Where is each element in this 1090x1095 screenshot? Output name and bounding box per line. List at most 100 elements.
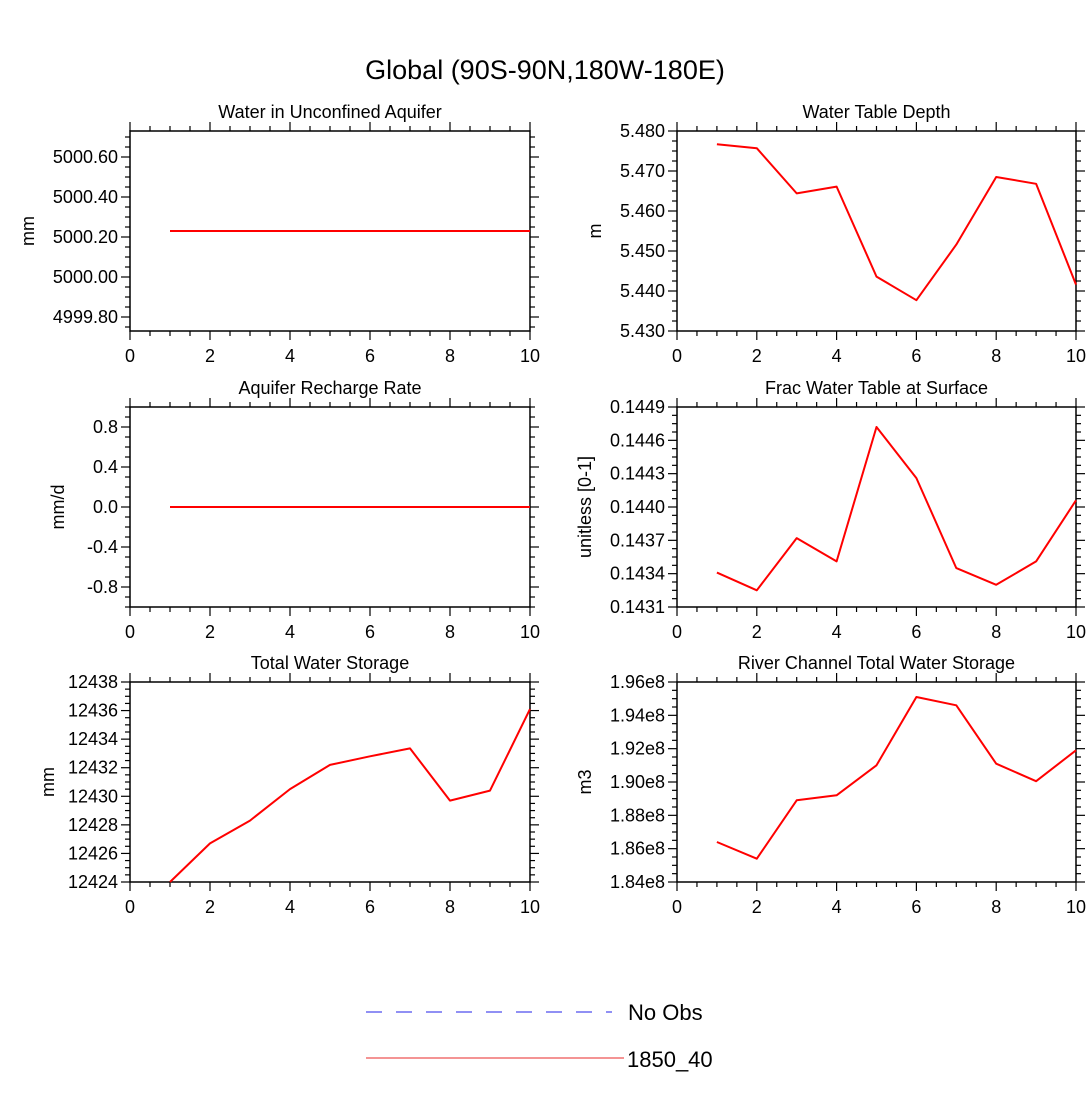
x-tick-label: 0 [672, 346, 682, 366]
y-tick-label: 0.1446 [610, 430, 665, 450]
x-tick-label: 10 [1066, 346, 1086, 366]
y-tick-label: 12428 [68, 815, 118, 835]
x-tick-label: 0 [672, 622, 682, 642]
figure-title: Global (90S-90N,180W-180E) [365, 55, 725, 85]
series-line-1850-40 [716, 143, 1077, 302]
legend-label-no-obs: No Obs [628, 1000, 703, 1025]
x-tick-label: 4 [285, 897, 295, 917]
y-tick-label: 1.86e8 [610, 839, 665, 859]
series-line-1850-40 [716, 426, 1077, 592]
chart-title-river-channel-total-water-storage: River Channel Total Water Storage [738, 653, 1015, 673]
x-tick-label: 10 [1066, 897, 1086, 917]
chart-title-total-water-storage: Total Water Storage [251, 653, 409, 673]
x-tick-label: 2 [752, 346, 762, 366]
y-axis-label: mm/d [48, 485, 68, 530]
y-tick-label: 1.88e8 [610, 805, 665, 825]
y-tick-label: 0.0 [93, 497, 118, 517]
x-tick-label: 10 [1066, 622, 1086, 642]
x-tick-label: 4 [832, 897, 842, 917]
y-tick-label: 5000.00 [53, 267, 118, 287]
y-tick-label: 12430 [68, 786, 118, 806]
chart-title-aquifer-recharge-rate: Aquifer Recharge Rate [238, 378, 421, 398]
y-axis-label: unitless [0-1] [575, 456, 595, 558]
x-tick-label: 8 [991, 622, 1001, 642]
y-tick-label: 1.84e8 [610, 872, 665, 892]
y-tick-label: 12432 [68, 758, 118, 778]
chart-title-water-in-unconfined-aquifer: Water in Unconfined Aquifer [218, 102, 441, 122]
y-tick-label: 5.460 [620, 201, 665, 221]
y-tick-label: 5.450 [620, 241, 665, 261]
x-tick-label: 8 [445, 346, 455, 366]
y-tick-label: 1.94e8 [610, 705, 665, 725]
legend-label-1850-40: 1850_40 [627, 1047, 713, 1072]
x-tick-label: 6 [365, 897, 375, 917]
x-tick-label: 0 [672, 897, 682, 917]
x-tick-label: 6 [365, 346, 375, 366]
x-tick-label: 2 [205, 346, 215, 366]
chart-title-frac-water-table-at-surface: Frac Water Table at Surface [765, 378, 988, 398]
y-tick-label: 12434 [68, 729, 118, 749]
x-tick-label: 10 [520, 346, 540, 366]
legend: No Obs 1850_40 [366, 1000, 713, 1072]
x-tick-label: 10 [520, 897, 540, 917]
plot-frame [676, 681, 1077, 883]
y-tick-label: 1.90e8 [610, 772, 665, 792]
plot-frame [676, 406, 1077, 608]
y-tick-label: 0.4 [93, 457, 118, 477]
y-tick-label: 5.480 [620, 121, 665, 141]
y-axis-label: m [585, 224, 605, 239]
y-tick-label: 12426 [68, 843, 118, 863]
y-tick-label: 4999.80 [53, 307, 118, 327]
x-tick-label: 2 [752, 622, 762, 642]
series-line-1850-40 [169, 708, 531, 883]
y-tick-label: -0.8 [87, 577, 118, 597]
chart-water-in-unconfined-aquifer: Water in Unconfined Aquifer 0 2 4 6 8 10 4999.8… [18, 102, 540, 366]
x-tick-label: 10 [520, 622, 540, 642]
chart-title-water-table-depth: Water Table Depth [802, 102, 950, 122]
y-tick-label: 12438 [68, 672, 118, 692]
chart-total-water-storage: Total Water Storage 0 2 4 6 8 10 12424 12426 1242… [38, 653, 540, 917]
plot-frame [129, 681, 531, 883]
y-tick-label: 5.430 [620, 321, 665, 341]
chart-river-channel-total-water-storage: River Channel Total Water Storage 0 2 4 6 8 10… [575, 653, 1086, 917]
y-tick-label: 0.8 [93, 417, 118, 437]
y-tick-label: 0.1440 [610, 497, 665, 517]
x-tick-label: 0 [125, 346, 135, 366]
x-tick-label: 8 [445, 622, 455, 642]
x-tick-label: 0 [125, 622, 135, 642]
y-axis-label: mm [38, 767, 58, 797]
y-tick-label: 5000.60 [53, 147, 118, 167]
y-tick-label: 5.440 [620, 281, 665, 301]
y-tick-label: 0.1434 [610, 564, 665, 584]
x-tick-label: 8 [445, 897, 455, 917]
y-tick-label: 12424 [68, 872, 118, 892]
x-tick-label: 2 [205, 622, 215, 642]
panels: Water in Unconfined Aquifer 0 2 4 6 8 10 4999.8… [18, 102, 1086, 917]
x-tick-label: 8 [991, 346, 1001, 366]
y-tick-label: -0.4 [87, 537, 118, 557]
y-tick-label: 12436 [68, 701, 118, 721]
plot-frame [676, 130, 1077, 332]
y-axis-label: mm [18, 216, 38, 246]
y-tick-label: 5000.20 [53, 227, 118, 247]
x-tick-label: 4 [832, 346, 842, 366]
y-axis-label: m3 [575, 769, 595, 794]
series-line-1850-40 [716, 696, 1077, 860]
chart-frac-water-table-at-surface: Frac Water Table at Surface 0 2 4 6 8 10 0.1431… [575, 378, 1086, 642]
x-tick-label: 4 [285, 622, 295, 642]
x-tick-label: 8 [991, 897, 1001, 917]
y-tick-label: 5000.40 [53, 187, 118, 207]
x-tick-label: 2 [205, 897, 215, 917]
y-tick-label: 1.96e8 [610, 672, 665, 692]
y-tick-label: 1.92e8 [610, 739, 665, 759]
y-tick-label: 0.1449 [610, 397, 665, 417]
y-tick-label: 5.470 [620, 161, 665, 181]
x-tick-label: 6 [911, 622, 921, 642]
chart-aquifer-recharge-rate: Aquifer Recharge Rate 0 2 4 6 8 10 -0.8 -0.4 0.0 0… [48, 378, 540, 642]
x-tick-label: 6 [365, 622, 375, 642]
x-tick-label: 6 [911, 897, 921, 917]
y-tick-label: 0.1443 [610, 464, 665, 484]
x-tick-label: 0 [125, 897, 135, 917]
